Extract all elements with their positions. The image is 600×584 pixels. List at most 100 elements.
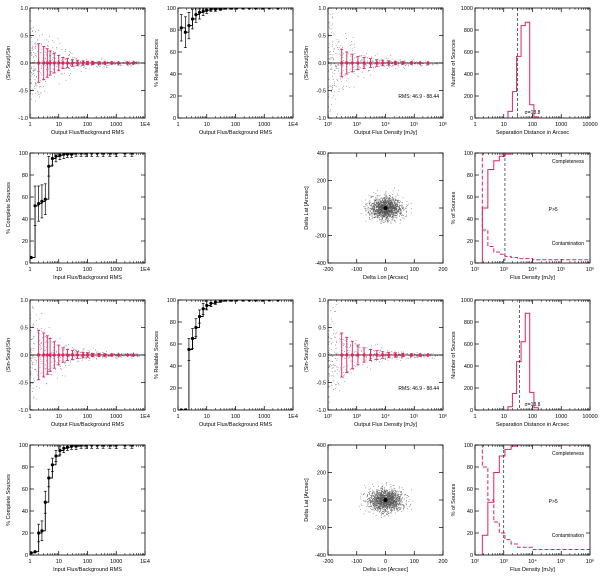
scatter-point xyxy=(54,359,56,361)
scatter-point xyxy=(350,344,351,346)
scatter-point xyxy=(349,355,351,357)
offset-point xyxy=(368,208,370,210)
scatter-point xyxy=(342,338,344,340)
offset-point xyxy=(381,207,383,208)
scatter-point xyxy=(392,66,394,68)
scatter-point xyxy=(51,46,53,48)
scatter-point xyxy=(347,350,349,352)
scatter-point xyxy=(399,59,401,61)
scatter-point xyxy=(53,68,54,70)
scatter-point xyxy=(375,360,377,362)
offset-point xyxy=(389,211,391,213)
scatter-point xyxy=(328,50,329,52)
scatter-point xyxy=(48,55,50,57)
scatter-point xyxy=(32,31,33,33)
scatter-point xyxy=(398,355,400,356)
offset-point xyxy=(389,211,390,213)
scatter-point xyxy=(49,336,51,338)
scatter-point xyxy=(345,69,347,70)
scatter-point xyxy=(94,62,96,63)
offset-point xyxy=(380,216,382,217)
offset-point xyxy=(381,214,383,215)
scatter-point xyxy=(85,68,87,70)
scatter-point xyxy=(57,59,59,61)
scatter-point xyxy=(338,370,340,372)
scatter-point xyxy=(30,114,31,115)
offset-point xyxy=(381,218,383,219)
offset-point xyxy=(386,217,388,219)
offset-point xyxy=(368,201,370,203)
offset-point xyxy=(394,214,396,216)
scatter-point xyxy=(349,347,350,349)
scatter-point xyxy=(328,23,330,25)
offset-point xyxy=(406,207,407,209)
scatter-point xyxy=(378,349,380,351)
scatter-point xyxy=(329,347,331,349)
scatter-point xyxy=(334,370,336,372)
offset-point xyxy=(384,197,385,198)
scatter-point xyxy=(372,355,374,357)
offset-point xyxy=(380,202,382,204)
offset-point xyxy=(398,200,399,201)
offset-point xyxy=(379,214,380,215)
scatter-point xyxy=(131,353,133,355)
scatter-point xyxy=(34,53,36,55)
offset-point xyxy=(373,212,375,213)
scatter-point xyxy=(340,48,342,50)
scatter-point xyxy=(365,64,367,65)
scatter-point xyxy=(34,46,36,48)
scatter-point xyxy=(124,60,126,62)
scatter-point xyxy=(38,387,40,389)
offset-point xyxy=(397,211,399,213)
offset-point xyxy=(383,214,385,216)
histogram xyxy=(507,21,539,118)
x-tick-label: 10⁵ xyxy=(410,413,418,420)
scatter-point xyxy=(71,64,73,66)
offset-point xyxy=(398,206,400,208)
offset-point xyxy=(385,198,386,200)
scatter-point xyxy=(45,364,46,366)
scatter-point xyxy=(60,368,62,369)
y-tick-label: 60 xyxy=(170,342,176,348)
scatter-point xyxy=(331,68,333,70)
scatter-point xyxy=(123,355,125,357)
scatter-point xyxy=(30,28,32,29)
offset-point xyxy=(367,212,369,214)
binned-marker xyxy=(65,352,70,358)
offset-point xyxy=(391,205,392,207)
scatter-point xyxy=(336,332,338,334)
offset-point xyxy=(389,199,390,201)
offset-point xyxy=(382,205,384,207)
scatter-point xyxy=(369,70,371,71)
offset-point xyxy=(395,212,396,214)
scatter-point xyxy=(35,362,37,363)
offset-point xyxy=(384,201,386,202)
scatter-point xyxy=(340,367,341,369)
offset-point xyxy=(380,207,382,208)
scatter-point xyxy=(30,339,32,341)
offset-point xyxy=(393,199,394,201)
scatter-point xyxy=(48,369,50,370)
offset-point xyxy=(383,197,385,199)
offset-point xyxy=(385,508,387,509)
y-tick-label: 20 xyxy=(22,531,28,537)
scatter-point xyxy=(379,356,381,358)
scatter-point xyxy=(91,64,93,66)
offset-point xyxy=(390,208,392,210)
offset-point xyxy=(398,208,400,210)
offset-point xyxy=(375,196,377,198)
plot-area xyxy=(30,445,134,555)
offset-point xyxy=(404,207,406,209)
offset-point xyxy=(392,219,394,221)
scatter-point xyxy=(333,323,335,325)
y-tick-label: 60 xyxy=(22,487,28,493)
scatter-point xyxy=(101,63,103,65)
scatter-point xyxy=(30,373,31,375)
offset-point xyxy=(374,206,376,208)
offset-point xyxy=(383,214,385,215)
offset-point xyxy=(402,217,404,218)
offset-point xyxy=(378,210,380,212)
scatter-point xyxy=(37,51,38,53)
scatter-point xyxy=(409,355,411,357)
